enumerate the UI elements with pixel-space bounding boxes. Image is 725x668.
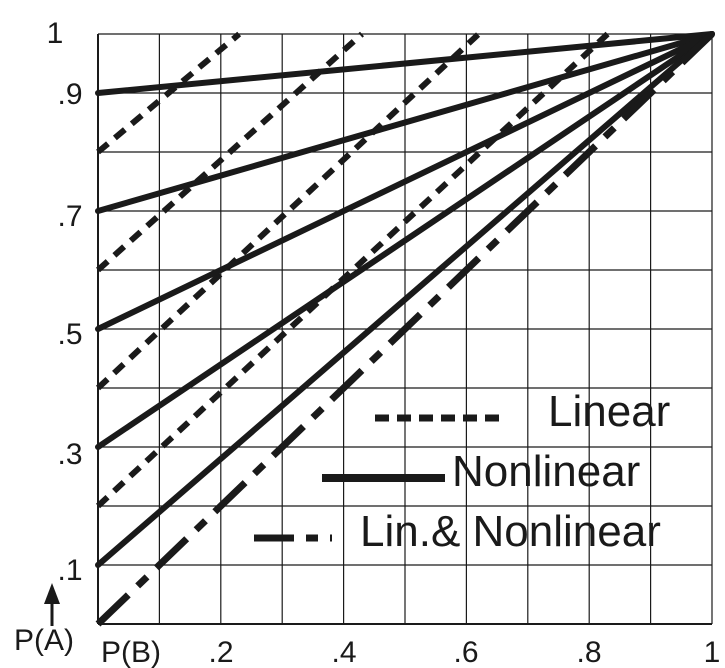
up-arrow-icon xyxy=(44,583,60,626)
nonlinear-line-1 xyxy=(95,31,715,96)
legend-nonlinear-label: Nonlinear xyxy=(452,447,640,496)
legend: Linear Nonlinear Lin.& Nonlinear xyxy=(254,387,670,556)
combined-line-1 xyxy=(95,31,715,627)
nonlinear-line-5 xyxy=(95,31,715,568)
nonlinear-series-group xyxy=(95,31,715,568)
x-tick-1: 1 xyxy=(704,636,721,668)
combined-series-group xyxy=(95,31,715,627)
nonlinear-line-2 xyxy=(95,31,715,214)
x-axis-label: P(B) xyxy=(101,636,161,668)
y-tick-0.1: .1 xyxy=(57,554,82,587)
y-tick-0.7: .7 xyxy=(57,200,82,233)
linear-line-4 xyxy=(95,31,610,509)
grid xyxy=(97,33,713,625)
nonlinear-line-3 xyxy=(95,31,715,332)
y-tick-0.5: .5 xyxy=(57,318,82,351)
y-tick-1: 1 xyxy=(47,17,64,50)
x-tick-0.4: .4 xyxy=(331,636,356,668)
x-tick-0.6: .6 xyxy=(453,636,478,668)
linear-line-1 xyxy=(96,31,242,155)
legend-linear-label: Linear xyxy=(548,387,670,436)
x-tick-0.2: .2 xyxy=(208,636,233,668)
legend-combined-label: Lin.& Nonlinear xyxy=(360,507,661,556)
y-tick-0.3: .3 xyxy=(57,438,82,471)
y-tick-0.9: .9 xyxy=(57,78,82,111)
y-axis-label: P(A) xyxy=(14,624,74,657)
nonlinear-line-4 xyxy=(95,31,715,450)
x-tick-0.8: .8 xyxy=(576,636,601,668)
